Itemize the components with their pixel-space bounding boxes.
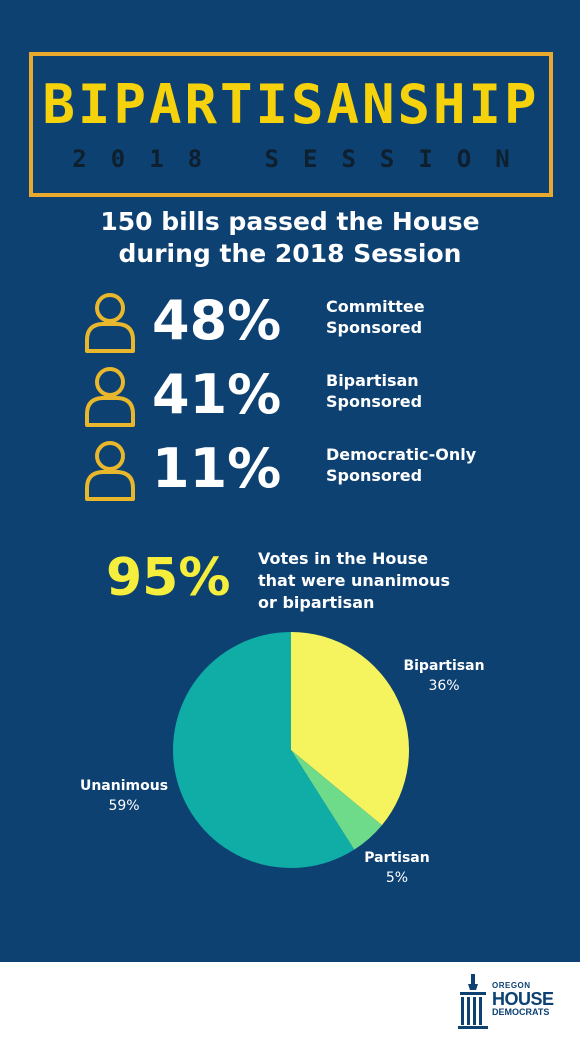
votes-label-line-1: Votes in the House xyxy=(258,549,429,568)
title-box: BIPARTISANSHIP 2018 SESSION xyxy=(29,52,553,197)
page-subtitle: 2018 SESSION xyxy=(72,145,534,173)
pie-slice-unanimous xyxy=(173,632,355,868)
votes-label-line-3: or bipartisan xyxy=(258,593,375,612)
person-outline-icon xyxy=(85,293,135,353)
stat-label-line-1: Committee xyxy=(326,297,425,316)
slice-value: 5% xyxy=(385,870,409,886)
stat-bipartisan: 41% Bipartisan Sponsored xyxy=(82,364,522,432)
slice-name: Unanimous xyxy=(79,778,169,794)
stat-percent: 11% xyxy=(152,437,282,500)
slice-name: Bipartisan xyxy=(403,658,485,674)
slice-value: 59% xyxy=(108,798,140,814)
stat-label-line-1: Bipartisan xyxy=(326,371,419,390)
headline-line-2: during the 2018 Session xyxy=(118,239,462,268)
stat-label: Committee Sponsored xyxy=(326,296,526,338)
stat-label-line-2: Sponsored xyxy=(326,466,423,485)
oregon-house-democrats-logo: OREGON HOUSE DEMOCRATS xyxy=(456,968,566,1032)
votes-label: Votes in the House that were unanimous o… xyxy=(258,548,518,614)
votes-percent: 95% xyxy=(106,548,231,608)
slice-name: Partisan xyxy=(364,850,430,866)
person-outline-icon xyxy=(85,367,135,427)
stat-democratic-only: 11% Democratic-Only Sponsored xyxy=(82,438,522,506)
infographic-panel: BIPARTISANSHIP 2018 SESSION 150 bills pa… xyxy=(0,0,580,962)
logo-line-1: OREGON xyxy=(492,981,531,990)
logo-text: OREGON HOUSE DEMOCRATS xyxy=(492,982,554,1017)
stat-label-line-1: Democratic-Only xyxy=(326,445,477,464)
stat-committee: 48% Committee Sponsored xyxy=(82,290,522,358)
logo-line-2: HOUSE xyxy=(492,989,554,1009)
slice-label-partisan: Partisan 5% xyxy=(352,848,442,888)
stat-percent: 48% xyxy=(152,289,282,352)
slice-label-bipartisan: Bipartisan 36% xyxy=(394,656,494,696)
pie-chart-svg xyxy=(173,632,409,868)
person-outline-icon xyxy=(85,441,135,501)
stat-label: Democratic-Only Sponsored xyxy=(326,444,526,486)
stat-percent: 41% xyxy=(152,363,282,426)
pie-chart: Bipartisan 36% Partisan 5% Unanimous 59% xyxy=(0,600,580,900)
stat-label-line-2: Sponsored xyxy=(326,392,423,411)
votes-label-line-2: that were unanimous xyxy=(258,571,451,590)
slice-label-unanimous: Unanimous 59% xyxy=(68,776,180,816)
pie-slice-partisan xyxy=(291,750,382,850)
headline-line-1: 150 bills passed the House xyxy=(100,207,480,236)
slice-value: 36% xyxy=(428,678,460,694)
stat-label-line-2: Sponsored xyxy=(326,318,423,337)
page-title: BIPARTISANSHIP xyxy=(42,73,540,136)
capitol-building-icon xyxy=(458,974,488,1029)
pie-slice-bipartisan xyxy=(291,632,409,826)
logo-line-3: DEMOCRATS xyxy=(492,1007,550,1017)
headline: 150 bills passed the House during the 20… xyxy=(0,206,580,270)
stat-label: Bipartisan Sponsored xyxy=(326,370,526,412)
